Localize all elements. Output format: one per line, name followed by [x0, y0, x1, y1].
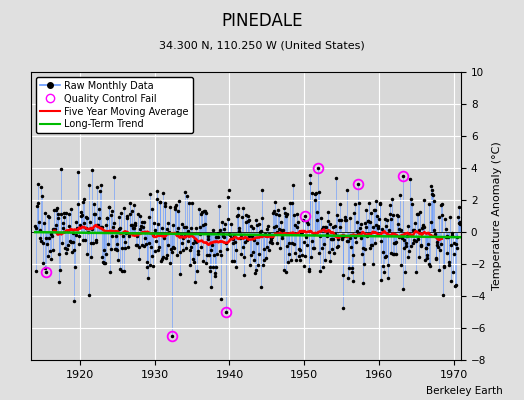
Y-axis label: Temperature Anomaly (°C): Temperature Anomaly (°C)	[492, 142, 502, 290]
Text: 34.300 N, 110.250 W (United States): 34.300 N, 110.250 W (United States)	[159, 40, 365, 50]
Text: Berkeley Earth: Berkeley Earth	[427, 386, 503, 396]
Legend: Raw Monthly Data, Quality Control Fail, Five Year Moving Average, Long-Term Tren: Raw Monthly Data, Quality Control Fail, …	[36, 77, 193, 133]
Text: PINEDALE: PINEDALE	[221, 12, 303, 30]
